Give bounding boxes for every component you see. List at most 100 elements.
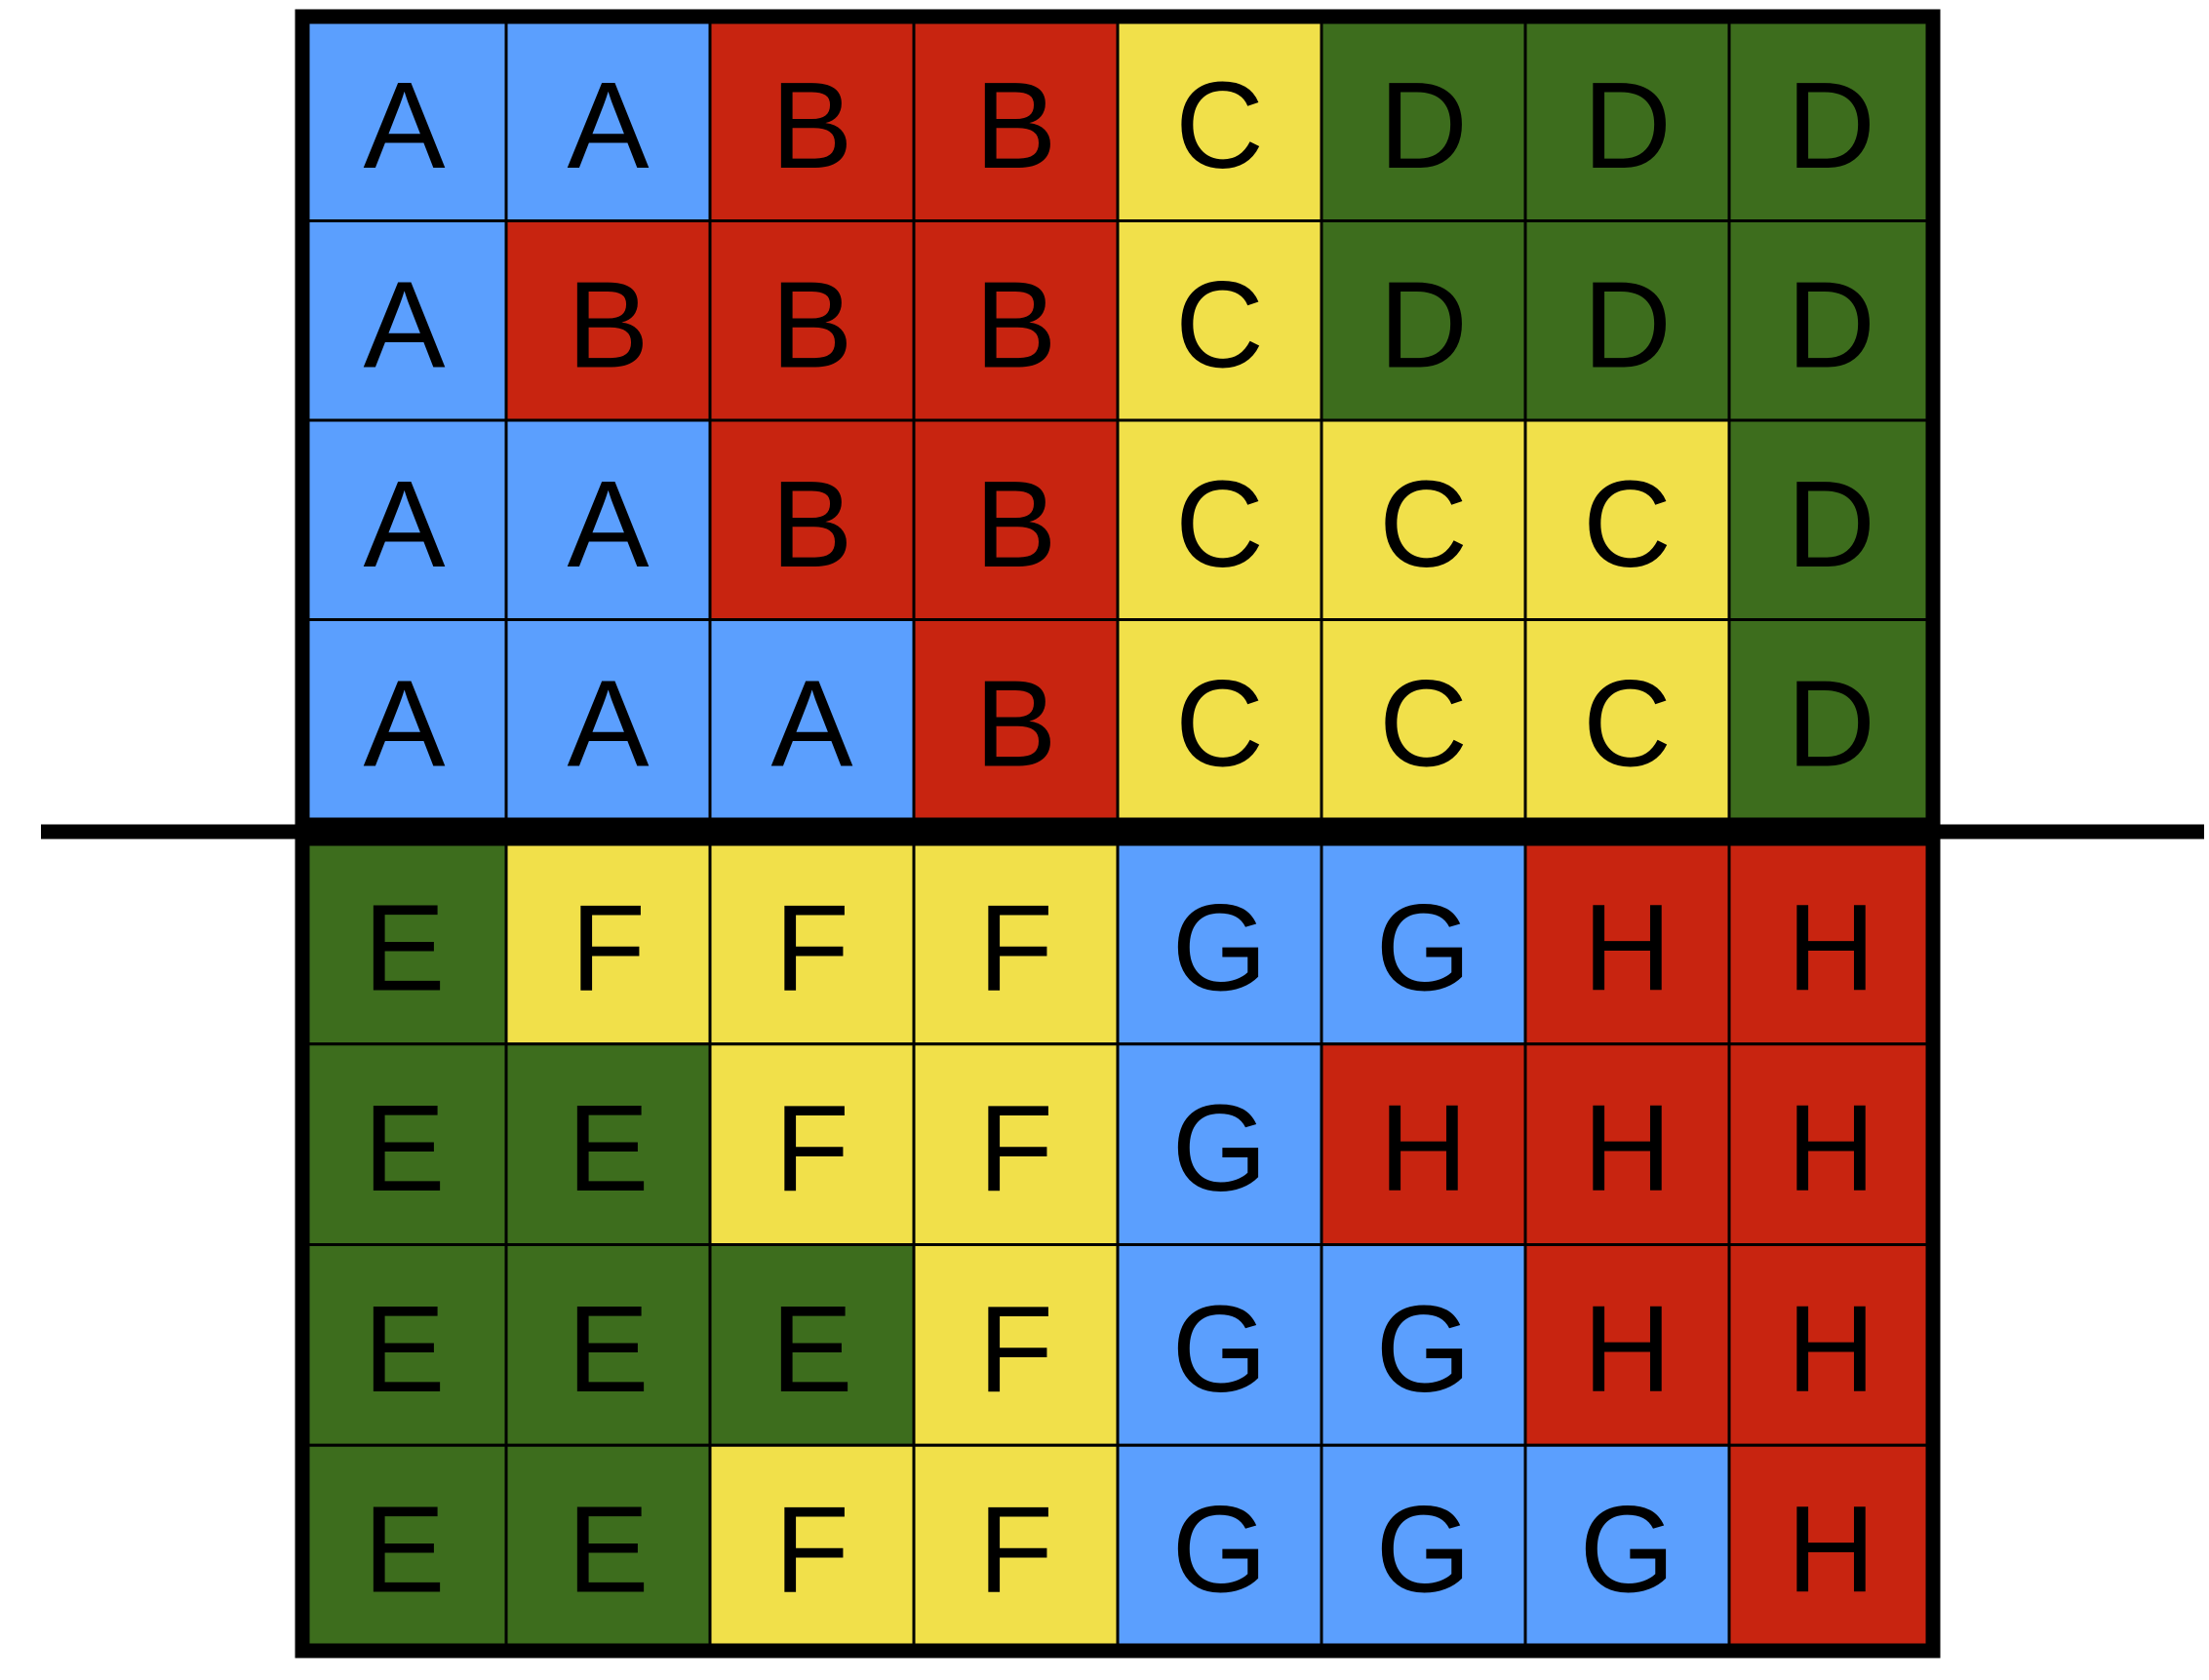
cell-background xyxy=(1116,219,1323,422)
cell-letter: F xyxy=(978,879,1053,1016)
cell-letter: E xyxy=(363,879,445,1016)
cell-background xyxy=(1523,418,1731,621)
cell-letter: G xyxy=(1171,1481,1267,1619)
grid-cell: A xyxy=(300,418,508,621)
cell-letter: F xyxy=(571,879,646,1016)
cell-background xyxy=(1727,1042,1935,1246)
grid-cell: G xyxy=(1116,1443,1323,1648)
grid-cell: D xyxy=(1523,20,1731,222)
cell-letter: C xyxy=(1175,255,1264,393)
grid-cell: E xyxy=(300,1042,508,1246)
cell-background xyxy=(1727,418,1935,621)
cell-background xyxy=(1523,1042,1731,1246)
cell-letter: C xyxy=(1583,455,1672,593)
cell-letter: G xyxy=(1171,1280,1267,1418)
grid-cell: H xyxy=(1523,1243,1731,1447)
grid-cell: H xyxy=(1727,841,1935,1046)
grid-cell: F xyxy=(504,841,712,1046)
grid-cell: F xyxy=(912,841,1120,1046)
cell-letter: G xyxy=(1375,1481,1471,1619)
grid-cell: A xyxy=(504,20,712,222)
grid-cell: F xyxy=(912,1243,1120,1447)
cell-letter: E xyxy=(770,1280,852,1418)
cell-background xyxy=(1727,1243,1935,1447)
cell-letter: D xyxy=(1583,57,1672,194)
cell-background xyxy=(1320,219,1527,422)
grid-cell: D xyxy=(1727,20,1935,222)
cell-letter: A xyxy=(567,654,649,792)
cell-letter: F xyxy=(774,879,849,1016)
cell-letter: H xyxy=(1787,879,1875,1016)
cell-letter: B xyxy=(567,255,649,393)
grid-cell: F xyxy=(708,1443,916,1648)
cell-letter: C xyxy=(1175,654,1264,792)
grid-cell: E xyxy=(300,1243,508,1447)
cell-background xyxy=(912,1243,1120,1447)
cell-letter: F xyxy=(774,1481,849,1619)
cell-letter: B xyxy=(770,455,852,593)
cell-letter: B xyxy=(974,57,1056,194)
top-block-border xyxy=(295,9,1941,833)
grid-cell: E xyxy=(300,1443,508,1648)
grid-cell: D xyxy=(1523,219,1731,422)
grid-cell: H xyxy=(1727,1243,1935,1447)
grid-cell: H xyxy=(1727,1042,1935,1246)
cell-letter: D xyxy=(1379,57,1468,194)
cell-letter: G xyxy=(1375,879,1471,1016)
grid-cell: G xyxy=(1320,841,1527,1046)
grid-cell: E xyxy=(300,841,508,1046)
cell-background xyxy=(504,1443,712,1648)
cell-background xyxy=(300,841,508,1046)
cell-letter: H xyxy=(1787,1481,1875,1619)
grid-cell: B xyxy=(708,20,916,222)
cell-letter: G xyxy=(1375,1280,1471,1418)
cell-letter: A xyxy=(567,455,649,593)
cell-letter: H xyxy=(1787,1079,1875,1217)
grid-cells: A A B B C D D DA B B B C D D DA A B B C C C DA A A B C C C DE F F F G G H H… xyxy=(300,20,1935,1648)
cell-letter: F xyxy=(978,1280,1053,1418)
cell-letter: D xyxy=(1379,255,1468,393)
cell-letter: E xyxy=(363,1079,445,1217)
cell-letter: B xyxy=(770,57,852,194)
cell-letter: E xyxy=(567,1079,649,1217)
grid-cell: A xyxy=(300,618,508,821)
grid-cell: C xyxy=(1523,618,1731,821)
grid-cell: B xyxy=(708,418,916,621)
cell-background xyxy=(1116,1042,1323,1246)
grid-cell: A xyxy=(708,618,916,821)
cell-letter: C xyxy=(1379,455,1468,593)
cell-letter: H xyxy=(1583,879,1672,1016)
grid-cell: F xyxy=(708,1042,916,1246)
cell-letter: D xyxy=(1787,654,1875,792)
cell-background xyxy=(1116,1243,1323,1447)
cell-letter: E xyxy=(363,1280,445,1418)
cell-background xyxy=(708,1443,916,1648)
grid-cell: E xyxy=(504,1042,712,1246)
cell-letter: G xyxy=(1171,879,1267,1016)
cell-letter: D xyxy=(1787,455,1875,593)
cell-background xyxy=(1116,418,1323,621)
grid-cell: D xyxy=(1320,219,1527,422)
cell-background xyxy=(300,1042,508,1246)
grid-cell: D xyxy=(1320,20,1527,222)
cell-letter: C xyxy=(1175,455,1264,593)
grid-cell: H xyxy=(1523,1042,1731,1246)
cell-letter: H xyxy=(1379,1079,1468,1217)
cell-letter: C xyxy=(1583,654,1672,792)
grid-cell: G xyxy=(1116,1243,1323,1447)
grid-cell: A xyxy=(504,418,712,621)
cell-background xyxy=(300,219,508,422)
cell-background xyxy=(1727,618,1935,821)
cell-letter: A xyxy=(363,455,445,593)
grid-cell: B xyxy=(504,219,712,422)
cell-letter: A xyxy=(567,57,649,194)
cell-background xyxy=(1727,841,1935,1046)
grid-cell: A xyxy=(504,618,712,821)
grid-cell: G xyxy=(1320,1443,1527,1648)
cell-letter: B xyxy=(974,455,1056,593)
cell-background xyxy=(1523,219,1731,422)
cell-background xyxy=(1116,618,1323,821)
cell-background xyxy=(912,618,1120,821)
grid-cell: B xyxy=(912,618,1120,821)
cell-letter: D xyxy=(1787,57,1875,194)
